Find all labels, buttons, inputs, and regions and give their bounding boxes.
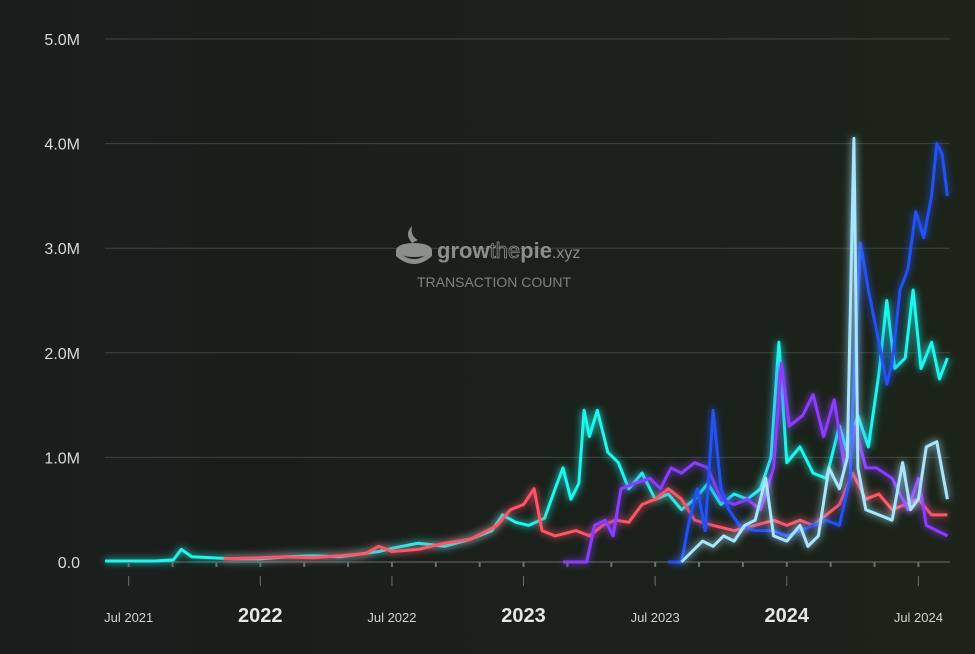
- y-tick-label: 5.0M: [44, 32, 80, 49]
- x-tick-label: Jul 2022: [367, 610, 416, 625]
- grid: [105, 38, 950, 563]
- series-line: [680, 136, 949, 564]
- y-tick-label: 2.0M: [44, 346, 80, 363]
- growthepie-logo-icon: [396, 226, 432, 264]
- series-line: [563, 361, 949, 564]
- y-axis: 0.0 1.0M 2.0M 3.0M 4.0M 5.0M: [44, 32, 80, 572]
- y-tick-label: 4.0M: [44, 137, 80, 154]
- x-tick-label: 2024: [765, 605, 810, 627]
- x-axis: Jul 2021 2022 Jul 2022 2023 Jul 2023 2024 Jul …: [104, 562, 943, 627]
- x-tick-label: 2023: [501, 605, 546, 627]
- y-tick-label: 0.0: [58, 555, 80, 572]
- x-tick-label: Jul 2024: [894, 610, 943, 625]
- watermark: growthepie.xyz TRANSACTION COUNT: [396, 226, 580, 290]
- x-tick-label: Jul 2023: [631, 610, 680, 625]
- watermark-text: growthepie.xyz: [437, 238, 580, 263]
- series-line: [668, 142, 949, 564]
- x-tick-label: Jul 2021: [104, 610, 153, 625]
- chart-title: TRANSACTION COUNT: [417, 274, 571, 290]
- y-tick-label: 1.0M: [44, 450, 80, 467]
- x-tick-label: 2022: [238, 605, 283, 627]
- series-lines: [105, 136, 949, 564]
- y-tick-label: 3.0M: [44, 241, 80, 258]
